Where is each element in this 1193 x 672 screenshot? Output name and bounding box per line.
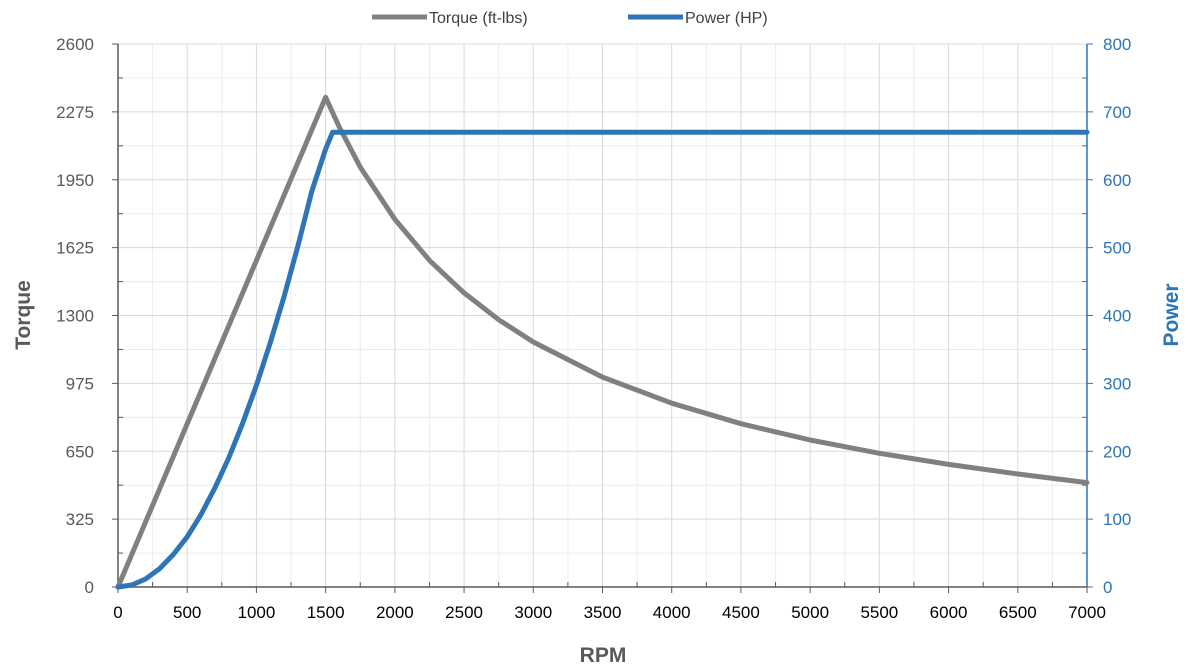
x-tick-label: 1000: [238, 603, 276, 622]
power-series-line: [115, 129, 1090, 590]
x-tick-label: 3500: [584, 603, 622, 622]
right-y-axis-title: Power: [1160, 283, 1183, 346]
right-y-tick-label: 800: [1103, 35, 1131, 54]
x-tick-label: 2000: [376, 603, 414, 622]
x-tick-label: 5500: [860, 603, 898, 622]
right-y-tick-label: 500: [1103, 239, 1131, 258]
left-y-tick-labels: 0 325 650 975 1300 1625 1950 2275 2600: [56, 35, 94, 597]
right-y-tick-label: 200: [1103, 442, 1131, 461]
x-tick-label: 5000: [791, 603, 829, 622]
right-y-tick-label: 600: [1103, 171, 1131, 190]
series-lines: [115, 94, 1090, 590]
right-y-tick-label: 0: [1103, 578, 1112, 597]
right-y-tick-label: 100: [1103, 510, 1131, 529]
left-y-tick-label: 1950: [56, 171, 94, 190]
left-y-tick-label: 2275: [56, 103, 94, 122]
x-tick-label: 1500: [307, 603, 345, 622]
left-y-tick-label: 975: [66, 374, 94, 393]
x-tick-label: 500: [173, 603, 201, 622]
major-gridlines: [118, 43, 1088, 587]
right-y-tick-label: 300: [1103, 374, 1131, 393]
right-y-tick-labels: 0 100 200 300 400 500 600 700 800: [1103, 35, 1131, 597]
x-tick-label: 7000: [1068, 603, 1106, 622]
legend-label-power: Power (HP): [685, 10, 768, 27]
x-axis-title: RPM: [580, 644, 627, 667]
left-y-tick-label: 1625: [56, 239, 94, 258]
legend-label-torque: Torque (ft-lbs): [429, 10, 528, 27]
legend: Torque (ft-lbs) Power (HP): [372, 10, 768, 27]
left-y-tick-label: 650: [66, 442, 94, 461]
x-tick-label: 6500: [999, 603, 1037, 622]
x-tick-label: 2500: [445, 603, 483, 622]
left-y-axis-title: Torque: [12, 280, 35, 350]
left-y-tick-label: 2600: [56, 35, 94, 54]
right-y-tick-label: 400: [1103, 307, 1131, 326]
x-tick-label: 4500: [722, 603, 760, 622]
x-tick-label: 6000: [930, 603, 968, 622]
x-tick-label: 3000: [514, 603, 552, 622]
x-tick-labels: 0 500 1000 1500 2000 2500 3000 3500 4000 4500 5000…: [113, 603, 1106, 622]
left-y-tick-label: 1300: [56, 307, 94, 326]
x-tick-label: 0: [113, 603, 122, 622]
left-y-tick-label: 0: [85, 578, 94, 597]
left-y-tick-label: 325: [66, 510, 94, 529]
torque-series-line: [115, 94, 1090, 590]
right-y-tick-label: 700: [1103, 103, 1131, 122]
x-tick-label: 4000: [653, 603, 691, 622]
